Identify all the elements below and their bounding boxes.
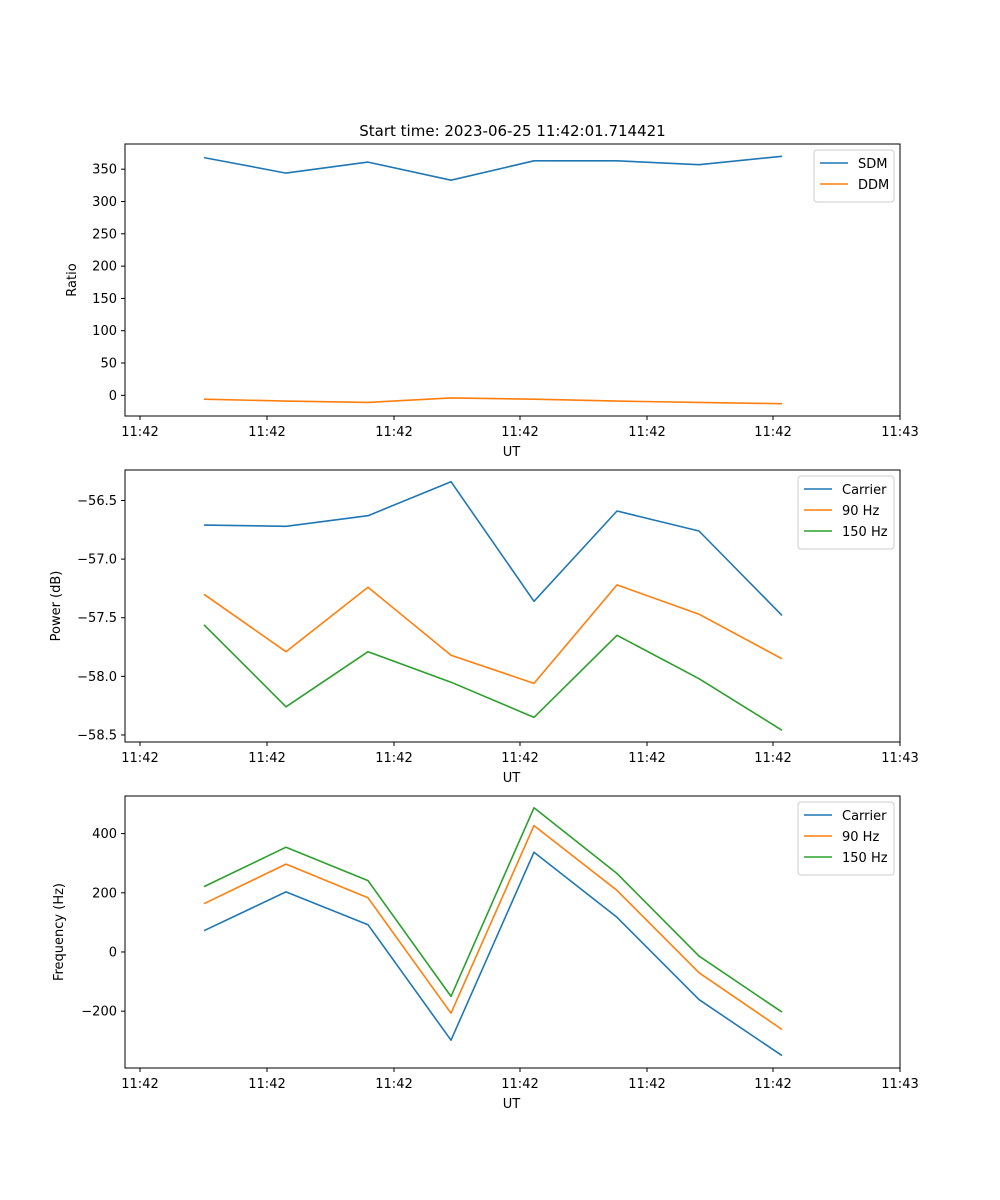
x-tick-label: 11:42 (248, 751, 285, 766)
legend-label: 150 Hz (842, 525, 888, 540)
x-axis-label: UT (503, 771, 521, 786)
figure-title: Start time: 2023-06-25 11:42:01.714421 (359, 122, 665, 140)
series-line-90-hz (203, 824, 783, 1031)
y-tick-label: 50 (100, 357, 117, 372)
legend-label: DDM (858, 178, 889, 193)
y-tick-label: 350 (92, 163, 117, 178)
y-axis-label: Ratio (65, 263, 80, 296)
x-tick-label: 11:42 (121, 751, 158, 766)
legend: Carrier 90 Hz 150 Hz (797, 475, 895, 550)
x-tick-label: 11:42 (121, 425, 158, 440)
x-tick-label: 11:42 (375, 1077, 412, 1092)
x-tick-label: 11:43 (881, 1077, 918, 1092)
x-tick-label: 11:42 (754, 425, 791, 440)
x-tick-label: 11:42 (754, 751, 791, 766)
y-axis-label: Frequency (Hz) (52, 883, 67, 981)
x-tick-label: 11:42 (754, 1077, 791, 1092)
chart-panel-1: 11:42 11:42 11:42 11:42 11:42 11:42 11:43 0 50 10… (65, 143, 919, 460)
y-tick-label: 250 (92, 227, 117, 242)
x-tick-label: 11:42 (501, 751, 538, 766)
y-tick-label: −56.5 (77, 494, 117, 509)
x-tick-label: 11:42 (248, 1077, 285, 1092)
y-tick-label: 0 (109, 389, 117, 404)
plot-area-frame (124, 143, 901, 417)
legend-label: 150 Hz (842, 851, 888, 866)
legend-label: Carrier (842, 483, 887, 498)
y-tick-label: 150 (92, 292, 117, 307)
x-tick-label: 11:42 (501, 425, 538, 440)
x-tick-label: 11:42 (375, 751, 412, 766)
x-axis-label: UT (503, 1097, 521, 1112)
chart-panel-2: 11:42 11:42 11:42 11:42 11:42 11:42 11:43 −56.5… (49, 469, 919, 786)
x-tick-label: 11:42 (501, 1077, 538, 1092)
x-tick-label: 11:42 (121, 1077, 158, 1092)
x-tick-label: 11:43 (881, 425, 918, 440)
y-tick-label: 200 (92, 260, 117, 275)
y-tick-label: −58.5 (77, 728, 117, 743)
legend-label: Carrier (842, 809, 887, 824)
series-line-ddm (203, 397, 783, 405)
series-line-150-hz (203, 624, 783, 731)
x-tick-label: 11:42 (628, 1077, 665, 1092)
y-tick-label: 400 (92, 827, 117, 842)
legend-label: 90 Hz (842, 830, 879, 845)
legend-label: SDM (858, 157, 887, 172)
series-line-90-hz (203, 584, 783, 685)
y-tick-label: −200 (81, 1005, 117, 1020)
plot-area-frame (124, 469, 901, 743)
series-line-sdm (203, 155, 783, 181)
x-tick-label: 11:42 (375, 425, 412, 440)
series-line-carrier (203, 851, 783, 1057)
y-tick-label: 200 (92, 886, 117, 901)
x-tick-label: 11:42 (628, 751, 665, 766)
legend-label: 90 Hz (842, 504, 879, 519)
y-tick-label: −57.0 (77, 553, 117, 568)
x-tick-label: 11:42 (248, 425, 285, 440)
y-tick-label: −57.5 (77, 611, 117, 626)
plot-area-frame (124, 795, 901, 1069)
y-tick-label: 300 (92, 195, 117, 210)
series-line-150-hz (203, 806, 783, 1013)
y-axis-label: Power (dB) (49, 571, 64, 642)
x-tick-label: 11:43 (881, 751, 918, 766)
series-line-carrier (203, 480, 783, 616)
x-axis-label: UT (503, 445, 521, 460)
x-tick-label: 11:42 (628, 425, 665, 440)
y-tick-label: −58.0 (77, 670, 117, 685)
legend: SDM DDM (813, 149, 895, 203)
legend: Carrier 90 Hz 150 Hz (797, 801, 895, 876)
y-tick-label: 100 (92, 324, 117, 339)
y-tick-label: 0 (109, 945, 117, 960)
chart-panel-3: 11:42 11:42 11:42 11:42 11:42 11:42 11:43 −200 0… (52, 795, 919, 1112)
